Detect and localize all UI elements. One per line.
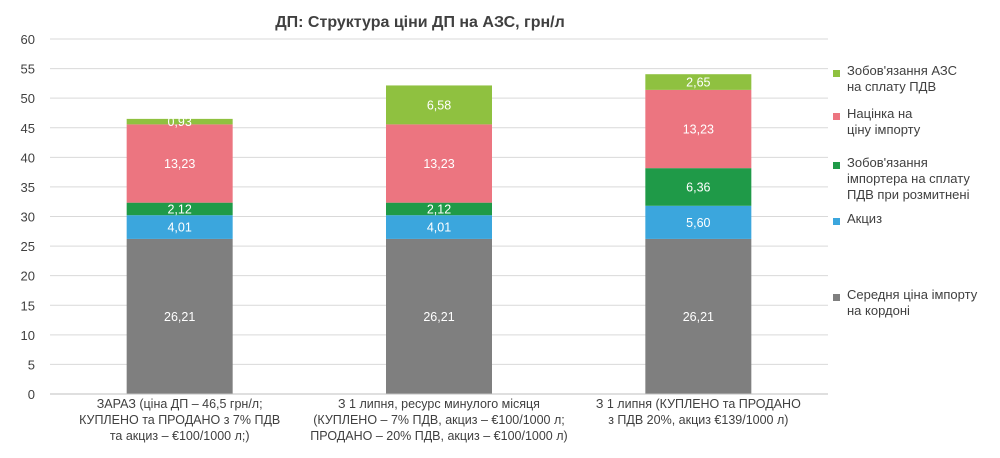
y-tick-label: 50: [21, 91, 35, 106]
y-tick-label: 5: [28, 357, 35, 372]
y-tick-label: 15: [21, 298, 35, 313]
data-label: 26,21: [164, 310, 195, 324]
data-label: 6,58: [427, 98, 451, 112]
legend-swatch: [833, 113, 840, 120]
data-label: 2,65: [686, 76, 710, 90]
bar-segment: [645, 205, 752, 239]
bar-segment: [386, 238, 492, 394]
y-tick-label: 0: [28, 387, 35, 402]
bar-segment: [386, 85, 492, 125]
legend-swatch: [833, 218, 840, 225]
y-tick-label: 45: [21, 121, 35, 136]
legend-label: Акциз: [847, 211, 882, 226]
legend-swatch: [833, 294, 840, 301]
bars: 26,21 4,01 2,12 13,23 0,93 26,21 4,01 2,12 13,23…: [126, 74, 752, 394]
data-label: 2,12: [167, 202, 191, 216]
bar-segment: [645, 74, 752, 90]
x-category-label: ЗАРАЗ (ціна ДП – 46,5 грн/л; КУПЛЕНО та П…: [79, 397, 280, 443]
legend: Зобов'язання АЗС на сплату ПДВ Націнка на ц…: [833, 63, 978, 318]
bar-segment: [645, 168, 752, 206]
y-tick-label: 25: [21, 239, 35, 254]
bar-segment: [126, 202, 233, 216]
y-tick-label: 30: [21, 210, 35, 225]
legend-label: Зобов'язання АЗС на сплату ПДВ: [847, 63, 957, 94]
legend-label: Середня ціна імпорту на кордоні: [847, 287, 978, 318]
data-label: 13,23: [423, 157, 454, 171]
legend-swatch: [833, 162, 840, 169]
chart-title: ДП: Структура ціни ДП на АЗС, грн/л: [275, 14, 564, 31]
data-label: 13,23: [164, 157, 195, 171]
legend-label: Націнка на ціну імпорту: [847, 106, 921, 137]
bar-segment: [645, 89, 752, 169]
x-category-label: З 1 липня (КУПЛЕНО та ПРОДАНО з ПДВ 20%, …: [596, 397, 801, 427]
bar-segment: [386, 124, 492, 203]
data-label: 6,36: [686, 180, 710, 194]
bar-segment: [126, 238, 233, 394]
data-label: 4,01: [427, 221, 451, 235]
bar-segment: [126, 124, 233, 203]
bar-segment: [386, 202, 492, 216]
y-tick-label: 35: [21, 180, 35, 195]
data-label: 0,93: [167, 115, 191, 129]
x-axis: ЗАРАЗ (ціна ДП – 46,5 грн/л; КУПЛЕНО та П…: [50, 393, 828, 443]
data-label: 4,01: [167, 221, 191, 235]
y-axis: 0 5 10 15 20 25 30 35 40 45 50 55 60: [21, 32, 35, 402]
bar-segment: [386, 215, 492, 239]
y-tick-label: 40: [21, 150, 35, 165]
legend-swatch: [833, 70, 840, 77]
data-label: 26,21: [423, 310, 454, 324]
data-label: 5,60: [686, 216, 710, 230]
data-label: 26,21: [683, 310, 714, 324]
y-tick-label: 60: [21, 32, 35, 47]
data-label: 2,12: [427, 202, 451, 216]
bar-segment: [645, 238, 752, 394]
legend-label: Зобов'язання імпортера на сплату ПДВ при р…: [847, 155, 970, 202]
y-tick-label: 20: [21, 269, 35, 284]
y-tick-label: 55: [21, 62, 35, 77]
bar-segment: [126, 118, 233, 125]
bar-segment: [126, 215, 233, 239]
y-tick-label: 10: [21, 328, 35, 343]
x-category-label: З 1 липня, ресурс минулого місяця (КУПЛЕН…: [310, 397, 567, 443]
data-label: 13,23: [683, 123, 714, 137]
